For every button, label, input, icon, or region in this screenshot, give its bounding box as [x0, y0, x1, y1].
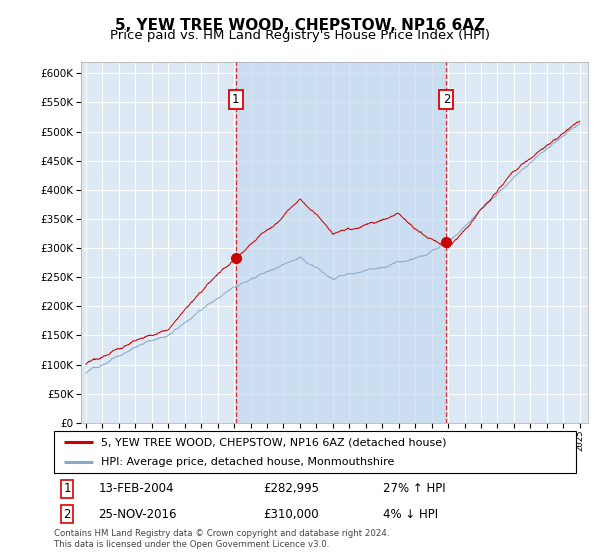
Text: 25-NOV-2016: 25-NOV-2016 [98, 508, 177, 521]
FancyBboxPatch shape [54, 431, 576, 473]
Text: 27% ↑ HPI: 27% ↑ HPI [383, 482, 445, 495]
Text: 2: 2 [64, 508, 71, 521]
Text: Contains HM Land Registry data © Crown copyright and database right 2024.
This d: Contains HM Land Registry data © Crown c… [54, 529, 389, 549]
Text: 1: 1 [64, 482, 71, 495]
Text: 1: 1 [232, 93, 239, 106]
Text: HPI: Average price, detached house, Monmouthshire: HPI: Average price, detached house, Monm… [101, 457, 394, 466]
Text: £310,000: £310,000 [263, 508, 319, 521]
Bar [236, 62, 446, 423]
Text: 4% ↓ HPI: 4% ↓ HPI [383, 508, 438, 521]
Text: 5, YEW TREE WOOD, CHEPSTOW, NP16 6AZ (detached house): 5, YEW TREE WOOD, CHEPSTOW, NP16 6AZ (de… [101, 437, 446, 447]
Text: 13-FEB-2004: 13-FEB-2004 [98, 482, 174, 495]
Text: 5, YEW TREE WOOD, CHEPSTOW, NP16 6AZ: 5, YEW TREE WOOD, CHEPSTOW, NP16 6AZ [115, 18, 485, 33]
Text: 2: 2 [443, 93, 450, 106]
Text: Price paid vs. HM Land Registry's House Price Index (HPI): Price paid vs. HM Land Registry's House … [110, 29, 490, 42]
Text: £282,995: £282,995 [263, 482, 319, 495]
